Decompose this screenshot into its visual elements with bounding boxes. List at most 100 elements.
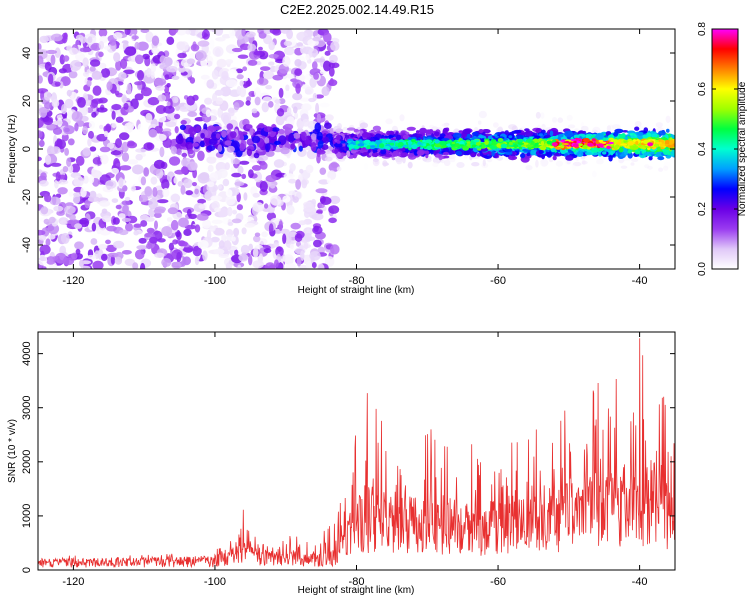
- spectrogram-cell: [203, 123, 208, 131]
- spectrogram-cell: [540, 158, 549, 167]
- spectrogram-cell: [425, 150, 430, 155]
- spectrogram-cell: [68, 47, 79, 56]
- spectrogram-cell: [77, 97, 86, 108]
- spectrogram-cell: [299, 168, 304, 174]
- spectrogram-cell: [432, 162, 439, 168]
- spectrogram-cell: [54, 47, 61, 58]
- spectrogram-cell: [107, 142, 115, 149]
- spectrogram-cell: [440, 159, 445, 164]
- spectrogram-cell: [150, 176, 158, 185]
- spectrogram-cell: [185, 29, 192, 35]
- spectrogram-cell: [118, 213, 126, 219]
- spectrogram-cell: [175, 105, 180, 111]
- spectrogram-cell: [221, 34, 232, 39]
- spectrogram-cell: [471, 162, 480, 167]
- spectrogram-cell: [121, 217, 131, 222]
- spectrogram-cell: [140, 87, 152, 97]
- spectrogram-cell: [386, 130, 392, 136]
- spectrogram-cell: [630, 162, 635, 166]
- spectrogram-cell: [442, 151, 450, 156]
- spectrogram-cell: [236, 242, 242, 250]
- spectrogram-cell: [41, 266, 47, 269]
- spectrogram-cell: [273, 159, 285, 168]
- spectrogram-cell: [132, 262, 139, 269]
- spectrogram-cell: [256, 155, 268, 162]
- spectrogram-cell: [121, 200, 131, 206]
- spectrogram-cell: [601, 168, 609, 173]
- spectrogram-cell: [190, 44, 200, 52]
- spectrogram-cell: [636, 131, 644, 136]
- spectrogram-cell: [311, 262, 317, 269]
- spectrogram-cell: [186, 161, 198, 171]
- spectrogram-cell: [526, 152, 531, 157]
- spectrogram-cell: [82, 147, 91, 157]
- spectrogram-cell: [100, 68, 111, 78]
- spectrogram-cell: [294, 112, 299, 120]
- spectrogram-cell: [402, 156, 406, 164]
- spectrogram-cell: [174, 126, 179, 134]
- spectrogram-cell: [336, 140, 341, 144]
- spectrogram-cell: [565, 155, 574, 161]
- spectrogram-cell: [71, 111, 83, 122]
- spectrogram-cell: [671, 149, 675, 157]
- spectrogram-cell: [371, 152, 379, 158]
- spectrogram-cell: [301, 179, 308, 189]
- spectrogram-cell: [51, 99, 60, 108]
- spectrogram-cell: [265, 174, 277, 183]
- spectrogram-cell: [447, 132, 454, 135]
- spectrogram-cell: [103, 45, 111, 50]
- spectrogram-cell: [213, 227, 225, 236]
- spectrogram-cell: [292, 132, 301, 139]
- spectrogram-cell: [155, 85, 166, 91]
- spectrogram-cell: [557, 117, 564, 123]
- spectrogram-cell: [221, 130, 227, 138]
- spectrogram-cell: [154, 206, 166, 212]
- spectrogram-cell: [225, 234, 233, 242]
- spectrogram-cell: [110, 150, 122, 156]
- spectrogram-cell: [164, 57, 173, 67]
- spectrogram-cell: [83, 175, 89, 184]
- spectrogram-cell: [647, 165, 653, 170]
- spectrogram-cell: [209, 39, 215, 50]
- spectrogram-cell: [232, 158, 240, 165]
- spectrogram-cell: [202, 219, 212, 229]
- spectrogram-cell: [258, 253, 264, 263]
- spectrogram-cell: [328, 62, 340, 69]
- spectrogram-cell: [112, 217, 120, 225]
- spectrogram-cell: [118, 177, 124, 188]
- spectrogram-cell: [187, 208, 192, 217]
- spectrogram-cell: [69, 60, 82, 71]
- spectrogram-cell: [596, 159, 604, 165]
- spectrogram-cell: [493, 122, 499, 128]
- spectrogram-cell: [89, 175, 95, 184]
- spectrogram-cell: [218, 184, 222, 190]
- spectrogram-cell: [572, 161, 582, 167]
- spectrogram-cell: [66, 89, 72, 97]
- spectrogram-cell: [74, 223, 83, 229]
- spectrogram-cell: [57, 187, 68, 195]
- spectrogram-cell: [134, 81, 143, 86]
- spectrogram-cell: [487, 135, 493, 140]
- spectrogram-cell: [218, 240, 225, 249]
- spectrogram-cell: [283, 40, 293, 47]
- spectrogram-cell: [200, 74, 210, 80]
- spectrogram-cell: [253, 50, 264, 56]
- spectrogram-cell: [238, 253, 249, 262]
- spectrogram-cell: [186, 95, 195, 106]
- spectrogram-cell: [102, 215, 112, 223]
- spectrogram-cell: [308, 48, 319, 58]
- spectrogram-cell: [434, 131, 440, 137]
- spectrogram-cell: [657, 156, 665, 161]
- spectrogram-cell: [252, 202, 265, 213]
- spectrogram-cell: [346, 150, 351, 158]
- spectrogram-cell: [236, 85, 242, 95]
- spectrogram-cell: [111, 122, 117, 129]
- spectrogram-cell: [276, 108, 285, 117]
- spectrogram-cell: [312, 225, 323, 235]
- spectrogram-blobs: [38, 29, 675, 269]
- spectrogram-cell: [73, 194, 81, 204]
- spectrogram-cell: [234, 181, 245, 186]
- spectrogram-cell: [143, 142, 155, 151]
- spectrogram-cell: [226, 145, 235, 153]
